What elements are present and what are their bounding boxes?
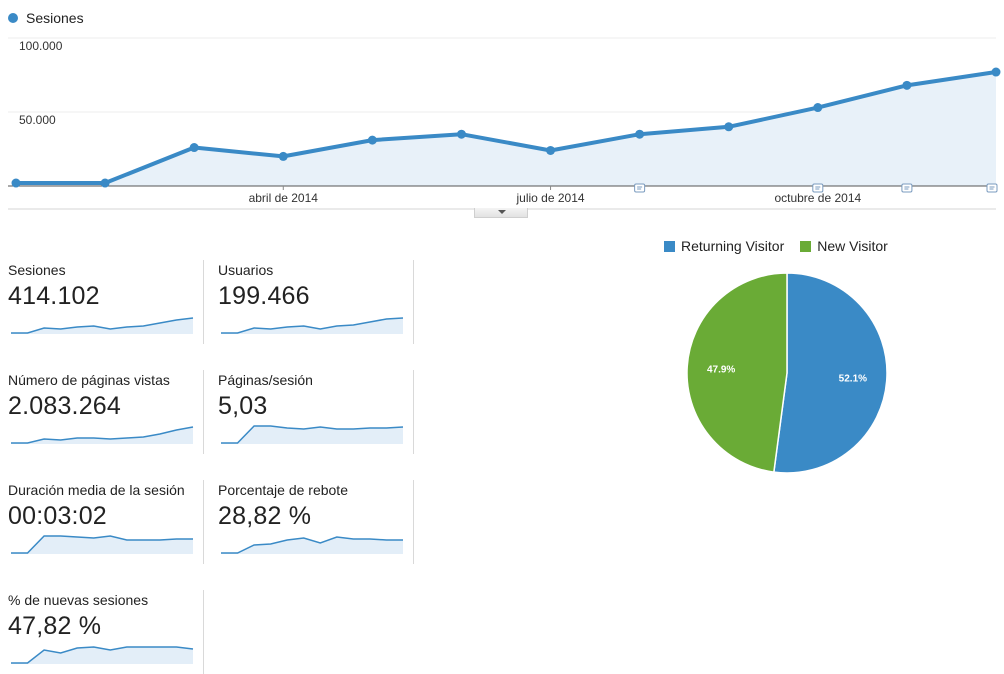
sessions-line-chart[interactable]: 100.000 50.000 abril de 2014 julio de 2014 o… [0, 0, 1004, 222]
pie-slice[interactable] [686, 272, 788, 473]
y-tick-label: 100.000 [19, 39, 63, 53]
sparkline-line [221, 425, 404, 444]
metric-card[interactable]: Duración media de la sesión 00:03:02 [8, 480, 204, 564]
sparkline-line [11, 535, 193, 554]
legend-label: Sesiones [26, 10, 84, 26]
visitor-type-pie-chart[interactable]: 52.1% 47.9% [680, 266, 894, 480]
metric-label: Páginas/sesión [218, 372, 313, 388]
pie-slice[interactable] [773, 272, 888, 474]
pie-slice-label: 47.9% [707, 365, 735, 376]
sparkline-line [11, 317, 194, 334]
sparkline-area [11, 318, 193, 334]
metric-label: Porcentaje de rebote [218, 482, 348, 498]
annotation-marker-icon[interactable] [812, 183, 824, 193]
metric-card[interactable]: Porcentaje de rebote 28,82 % [218, 480, 414, 564]
sparkline-chart [11, 646, 194, 664]
metric-card[interactable]: Usuarios 199.466 [218, 260, 414, 344]
data-point[interactable] [813, 103, 823, 113]
pie-slice-label: 52.1% [839, 373, 867, 384]
metric-card[interactable]: Número de páginas vistas 2.083.264 [8, 370, 204, 454]
sparkline-line [11, 646, 194, 664]
x-tick-label: octubre de 2014 [774, 191, 861, 205]
sparkline-chart [11, 426, 194, 444]
collapse-chart-handle[interactable] [474, 208, 528, 218]
legend-dot-icon [8, 13, 18, 23]
sparkline-line [221, 536, 403, 554]
data-point[interactable] [635, 129, 645, 139]
sparkline-area [11, 647, 193, 664]
sparkline-area [221, 426, 403, 444]
data-point[interactable] [456, 129, 466, 139]
metric-label: Duración media de la sesión [8, 482, 185, 498]
pie-legend-item-returning[interactable]: Returning Visitor [664, 238, 784, 254]
pie-legend-label: Returning Visitor [681, 238, 785, 254]
data-point[interactable] [902, 80, 912, 90]
annotation-marker-icon[interactable] [901, 183, 913, 193]
pie-legend-label: New Visitor [817, 238, 888, 254]
data-point[interactable] [189, 143, 199, 153]
metric-value: 28,82 % [218, 502, 312, 530]
sparkline-chart [221, 536, 403, 554]
sparkline-area [221, 537, 403, 554]
x-tick-label: abril de 2014 [249, 191, 319, 205]
metric-value: 5,03 [218, 392, 268, 420]
series-line [16, 70, 997, 186]
metric-label: Usuarios [218, 262, 274, 278]
metric-value: 00:03:02 [8, 502, 107, 530]
data-point[interactable] [724, 122, 734, 132]
pie-legend: Returning Visitor New Visitor [664, 238, 888, 254]
metric-card[interactable]: Páginas/sesión 5,03 [218, 370, 414, 454]
data-point[interactable] [100, 178, 110, 188]
sparkline-area [11, 536, 193, 554]
returning-swatch-icon [664, 240, 675, 252]
metric-value: 414.102 [8, 282, 100, 310]
metric-value: 2.083.264 [8, 392, 122, 420]
metric-card[interactable]: % de nuevas sesiones 47,82 % [8, 590, 204, 674]
data-point[interactable] [367, 135, 377, 145]
metric-label: Número de páginas vistas [8, 372, 170, 388]
metric-label: % de nuevas sesiones [8, 592, 149, 608]
metric-value: 199.466 [218, 282, 310, 310]
sparkline-chart [11, 317, 194, 334]
metric-card[interactable]: Sesiones 414.102 [8, 260, 204, 344]
data-point[interactable] [278, 151, 288, 161]
data-point[interactable] [546, 145, 556, 155]
sparkline-line [11, 426, 194, 444]
new-swatch-icon [800, 240, 812, 252]
metric-label: Sesiones [8, 262, 66, 278]
sparkline-chart [11, 535, 193, 554]
chart-legend[interactable]: Sesiones [8, 10, 84, 26]
x-tick-label: julio de 2014 [516, 191, 585, 205]
metric-value: 47,82 % [8, 612, 102, 640]
data-point[interactable] [11, 178, 21, 188]
sparkline-area [221, 318, 403, 334]
pie-legend-item-new[interactable]: New Visitor [800, 238, 888, 254]
annotation-marker-icon[interactable] [634, 183, 646, 193]
series-area [16, 72, 996, 186]
annotation-marker-icon[interactable] [986, 183, 998, 193]
sparkline-area [11, 427, 193, 444]
data-point[interactable] [991, 67, 1001, 77]
sparkline-chart [221, 317, 404, 334]
sparkline-line [221, 317, 404, 334]
y-tick-label: 50.000 [19, 113, 56, 127]
sparkline-chart [221, 425, 404, 444]
